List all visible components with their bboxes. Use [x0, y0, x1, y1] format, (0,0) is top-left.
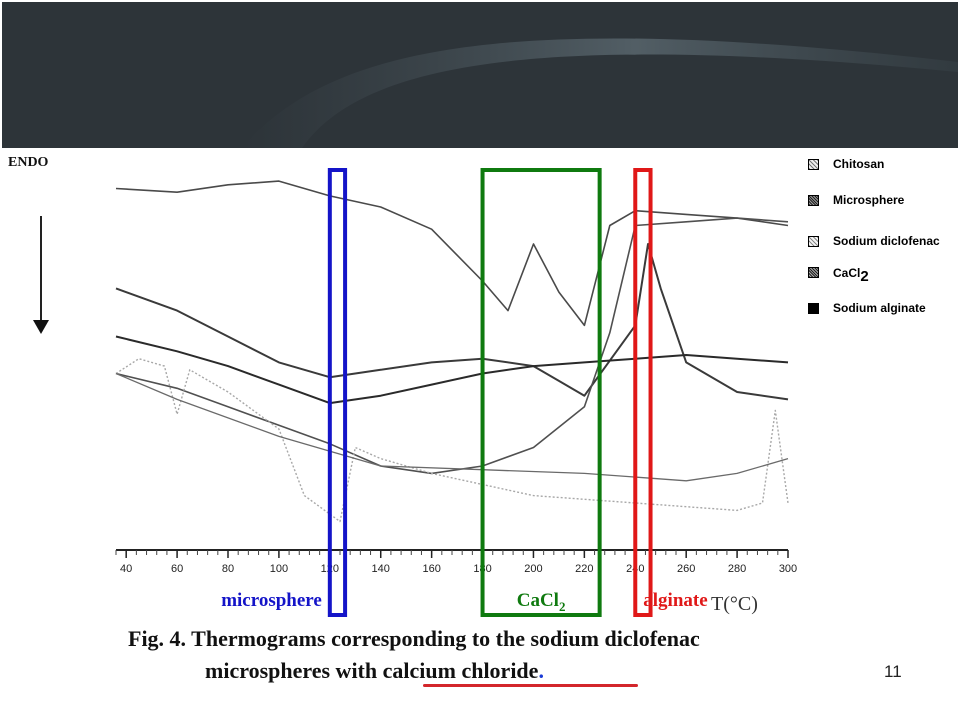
legend-label-sodium-alginate: Sodium alginate [833, 301, 926, 315]
legend-label-sodium-diclofenac: Sodium diclofenac [833, 234, 940, 248]
x-tick-label: 200 [524, 563, 542, 575]
legend-item-chitosan: Chitosan [808, 155, 884, 173]
header-band [2, 2, 958, 148]
x-tick-label: 160 [422, 563, 440, 575]
legend-swatch-microsphere [808, 194, 819, 206]
highlight-box-1 [327, 168, 348, 617]
x-tick-label: 220 [575, 563, 593, 575]
x-axis: 40 60 80 100 120 140 160 180 200 220 240 260 280 300 [115, 549, 797, 575]
legend-swatch-sodium-alginate [808, 302, 819, 314]
x-tick-label: 260 [677, 563, 695, 575]
series-line-5 [115, 358, 789, 523]
legend-swatch-cacl2 [808, 266, 819, 278]
x-axis-label: T(°C) [711, 593, 758, 615]
legend-item-microsphere: Microsphere [808, 191, 904, 209]
legend-swatch-sodium-diclofenac [808, 235, 819, 247]
series-line-3 [115, 335, 789, 405]
legend-item-sodium-alginate: Sodium alginate [808, 299, 926, 317]
header-swoosh [242, 38, 958, 148]
highlight-label-1: microsphere [221, 590, 322, 611]
x-tick-label: 60 [171, 563, 183, 575]
highlight-label-2: CaCl2 [517, 590, 566, 614]
caption-underlined-term: calcium chloride [382, 658, 539, 683]
caption-line2: microspheres with calcium chloride. [205, 658, 544, 683]
caption-underline [423, 684, 638, 687]
series-line-1 [115, 180, 789, 327]
x-tick-label: 40 [120, 563, 132, 575]
legend-item-cacl2: CaCl2 [808, 263, 869, 285]
endo-label: ENDO [8, 155, 49, 170]
legend-swatch-chitosan [808, 158, 819, 170]
series-line-6 [115, 372, 789, 482]
highlight-box-3 [633, 168, 653, 617]
legend-label-chitosan: Chitosan [833, 157, 885, 171]
legend-item-sodium-diclofenac: Sodium diclofenac [808, 232, 940, 250]
series-line-4 [115, 217, 789, 475]
highlight-label-3: alginate [643, 590, 707, 611]
x-tick-label: 100 [270, 563, 288, 575]
x-tick-label: 80 [222, 563, 234, 575]
x-tick-label: 140 [372, 563, 390, 575]
highlight-layer: microsphere CaCl2 alginate [221, 168, 708, 617]
x-tick-label: 280 [728, 563, 746, 575]
series-layer [115, 180, 789, 523]
highlight-box-2 [480, 168, 602, 617]
endo-arrow-icon [33, 216, 49, 334]
legend-label-cacl2: CaCl2 [833, 265, 869, 285]
series-line-2 [115, 243, 789, 401]
caption-line1: Fig. 4. Thermograms corresponding to the… [128, 626, 700, 651]
legend-label-microsphere: Microsphere [833, 193, 905, 207]
page-number: 11 [884, 662, 902, 681]
x-tick-label: 300 [779, 563, 797, 575]
